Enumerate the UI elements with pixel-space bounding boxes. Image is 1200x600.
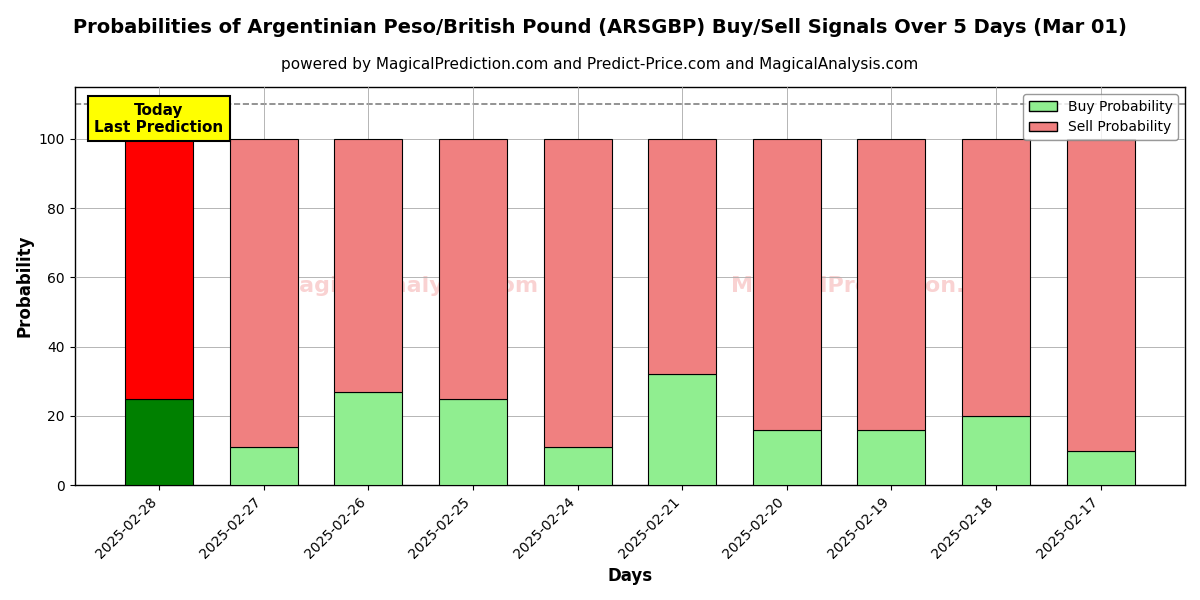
Text: Today
Last Prediction: Today Last Prediction [95, 103, 223, 135]
Bar [648, 139, 716, 374]
Bar [229, 139, 298, 447]
Bar [1067, 139, 1134, 451]
Bar [1067, 451, 1134, 485]
Legend: Buy Probability, Sell Probability: Buy Probability, Sell Probability [1024, 94, 1178, 140]
Bar [544, 447, 612, 485]
Bar [962, 416, 1030, 485]
Bar [439, 139, 506, 398]
Text: powered by MagicalPrediction.com and Predict-Price.com and MagicalAnalysis.com: powered by MagicalPrediction.com and Pre… [281, 57, 919, 72]
Bar [335, 139, 402, 392]
Bar [335, 392, 402, 485]
Bar [439, 398, 506, 485]
Bar [752, 430, 821, 485]
Bar [752, 139, 821, 430]
Text: MagicalPrediction.com: MagicalPrediction.com [732, 276, 1016, 296]
Bar [648, 374, 716, 485]
Bar [857, 430, 925, 485]
Bar [857, 139, 925, 430]
Bar [962, 139, 1030, 416]
Bar [125, 398, 193, 485]
Y-axis label: Probability: Probability [16, 235, 34, 337]
Bar [544, 139, 612, 447]
Bar [125, 139, 193, 398]
X-axis label: Days: Days [607, 567, 653, 585]
Text: MagicalAnalysis.com: MagicalAnalysis.com [277, 276, 539, 296]
Bar [229, 447, 298, 485]
Text: Probabilities of Argentinian Peso/British Pound (ARSGBP) Buy/Sell Signals Over 5: Probabilities of Argentinian Peso/Britis… [73, 18, 1127, 37]
